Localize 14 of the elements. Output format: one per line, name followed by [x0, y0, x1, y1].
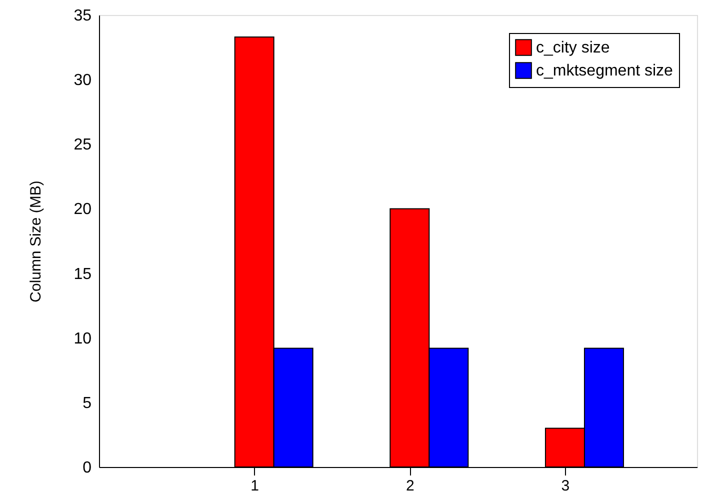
- legend-label: c_city size: [536, 40, 610, 56]
- x-tick-label: 3: [561, 478, 570, 494]
- y-tick-label: 5: [82, 394, 92, 412]
- y-tick-label: 0: [82, 460, 92, 476]
- y-tick-label: 20: [74, 201, 92, 218]
- y-axis-title: Column Size (MB): [28, 180, 45, 302]
- y-tick-label: 15: [74, 266, 92, 283]
- y-tick-label: 30: [74, 72, 92, 90]
- x-tick-label: 2: [406, 478, 414, 494]
- legend-label: c_mktsegment size: [536, 62, 674, 80]
- y-tick-label: 35: [74, 8, 92, 24]
- y-tick-label: 25: [74, 136, 92, 154]
- x-tick-label: 1: [250, 478, 259, 494]
- y-tick-label: 10: [74, 330, 92, 348]
